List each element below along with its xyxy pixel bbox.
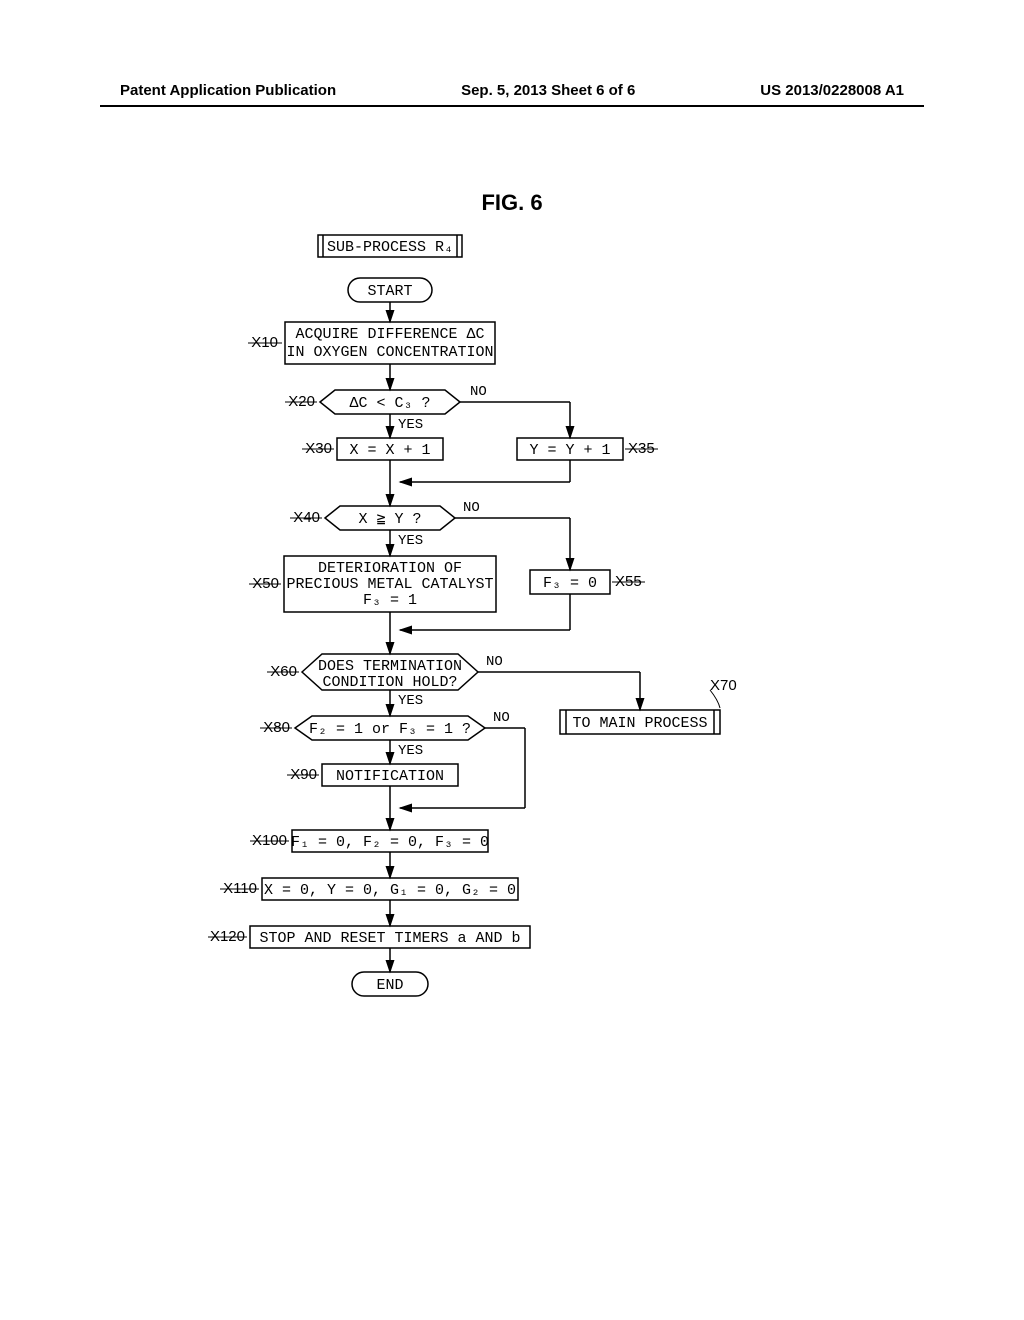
svg-text:X40: X40 xyxy=(293,509,320,526)
svg-text:X35: X35 xyxy=(628,440,655,457)
svg-text:X ≧ Y ?: X ≧ Y ? xyxy=(358,511,421,528)
step-x50: DETERIORATION OF PRECIOUS METAL CATALYST… xyxy=(249,556,496,612)
svg-text:IN OXYGEN CONCENTRATION: IN OXYGEN CONCENTRATION xyxy=(286,344,493,361)
figure-title: FIG. 6 xyxy=(0,190,1024,216)
svg-text:X55: X55 xyxy=(615,573,642,590)
svg-text:START: START xyxy=(367,283,412,300)
svg-text:NO: NO xyxy=(470,384,487,400)
svg-text:X120: X120 xyxy=(210,928,245,945)
svg-text:F₁ = 0, F₂ = 0, F₃ = 0: F₁ = 0, F₂ = 0, F₃ = 0 xyxy=(291,834,489,851)
svg-text:X30: X30 xyxy=(305,440,332,457)
header-rule xyxy=(100,105,924,107)
step-x30: X = X + 1 X30 xyxy=(302,438,443,460)
step-x100: F₁ = 0, F₂ = 0, F₃ = 0 X100 xyxy=(250,830,489,852)
svg-text:CONDITION HOLD?: CONDITION HOLD? xyxy=(322,674,457,691)
svg-text:ACQUIRE DIFFERENCE ΔC: ACQUIRE DIFFERENCE ΔC xyxy=(295,326,484,343)
step-x70: TO MAIN PROCESS X70 xyxy=(560,677,737,734)
start-terminator: START xyxy=(348,278,432,302)
svg-text:PRECIOUS METAL CATALYST: PRECIOUS METAL CATALYST xyxy=(286,576,493,593)
svg-text:X50: X50 xyxy=(252,575,279,592)
svg-text:NOTIFICATION: NOTIFICATION xyxy=(336,768,444,785)
svg-text:Y = Y + 1: Y = Y + 1 xyxy=(529,442,610,459)
svg-text:X60: X60 xyxy=(270,663,297,680)
patent-page: Patent Application Publication Sep. 5, 2… xyxy=(0,0,1024,1320)
svg-text:YES: YES xyxy=(398,743,423,759)
step-x120: STOP AND RESET TIMERS a AND b X120 xyxy=(208,926,530,948)
svg-text:F₃ = 1: F₃ = 1 xyxy=(363,592,417,609)
step-x20: ΔC < C₃ ? X20 YES NO xyxy=(285,384,487,433)
svg-text:X100: X100 xyxy=(252,832,287,849)
step-x80: F₂ = 1 or F₃ = 1 ? X80 YES NO xyxy=(260,710,510,759)
svg-text:TO MAIN PROCESS: TO MAIN PROCESS xyxy=(572,715,707,732)
page-header: Patent Application Publication Sep. 5, 2… xyxy=(0,82,1024,99)
header-center: Sep. 5, 2013 Sheet 6 of 6 xyxy=(461,82,635,99)
svg-text:X70: X70 xyxy=(710,677,737,694)
step-x60: DOES TERMINATION CONDITION HOLD? X60 YES… xyxy=(267,654,503,709)
svg-text:F₃ = 0: F₃ = 0 xyxy=(543,575,597,592)
step-x90: NOTIFICATION X90 xyxy=(287,764,458,786)
step-x10: ACQUIRE DIFFERENCE ΔC IN OXYGEN CONCENTR… xyxy=(248,322,495,364)
svg-text:X20: X20 xyxy=(288,393,315,410)
svg-text:NO: NO xyxy=(493,710,510,726)
svg-text:X = 0, Y = 0, G₁ = 0, G₂ = 0: X = 0, Y = 0, G₁ = 0, G₂ = 0 xyxy=(264,882,516,899)
svg-text:X = X + 1: X = X + 1 xyxy=(349,442,430,459)
header-right: US 2013/0228008 A1 xyxy=(760,82,904,99)
svg-text:X110: X110 xyxy=(223,880,257,897)
svg-text:NO: NO xyxy=(486,654,503,670)
step-x55: F₃ = 0 X55 xyxy=(530,570,645,594)
svg-text:X80: X80 xyxy=(263,719,290,736)
svg-text:YES: YES xyxy=(398,693,423,709)
step-x35: Y = Y + 1 X35 xyxy=(517,438,658,460)
svg-text:X10: X10 xyxy=(251,334,278,351)
subprocess-box: SUB-PROCESS R₄ xyxy=(318,235,462,257)
svg-text:END: END xyxy=(376,977,403,994)
step-x110: X = 0, Y = 0, G₁ = 0, G₂ = 0 X110 xyxy=(220,878,518,900)
svg-text:YES: YES xyxy=(398,533,423,549)
step-x40: X ≧ Y ? X40 YES NO xyxy=(290,500,480,549)
svg-text:YES: YES xyxy=(398,417,423,433)
svg-text:NO: NO xyxy=(463,500,480,516)
svg-text:X90: X90 xyxy=(290,766,317,783)
end-terminator: END xyxy=(352,972,428,996)
svg-text:F₂ = 1 or F₃ = 1 ?: F₂ = 1 or F₃ = 1 ? xyxy=(309,721,471,738)
header-left: Patent Application Publication xyxy=(120,82,336,99)
svg-text:STOP AND RESET TIMERS a AND b: STOP AND RESET TIMERS a AND b xyxy=(259,930,520,947)
svg-text:DETERIORATION OF: DETERIORATION OF xyxy=(318,560,462,577)
flowchart-svg: SUB-PROCESS R₄ START ACQUIRE DIFFERENCE … xyxy=(100,230,900,1280)
subprocess-label: SUB-PROCESS R₄ xyxy=(327,239,453,256)
svg-text:DOES TERMINATION: DOES TERMINATION xyxy=(318,658,462,675)
svg-text:ΔC < C₃ ?: ΔC < C₃ ? xyxy=(349,395,430,412)
